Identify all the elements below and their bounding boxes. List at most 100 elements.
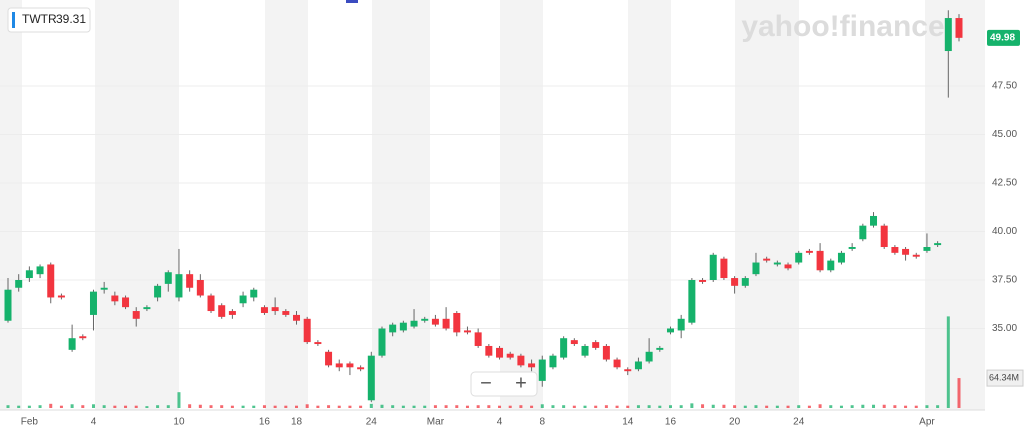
candle-body — [837, 252, 845, 263]
volume-bar — [423, 405, 427, 408]
ticker-accent — [12, 12, 15, 28]
volume-bar — [455, 405, 459, 408]
volume-bar — [124, 405, 128, 408]
zoom-out[interactable]: − — [480, 372, 492, 394]
volume-bar — [690, 403, 694, 408]
zoom-in[interactable]: + — [515, 372, 527, 394]
candle-body — [613, 359, 621, 368]
header-marker — [346, 0, 358, 3]
candle-body — [955, 18, 963, 38]
x-tick-label: 4 — [497, 417, 503, 428]
candle-body — [560, 338, 568, 358]
volume-bar — [316, 405, 320, 408]
x-tick-label: 18 — [291, 417, 303, 428]
candle-body — [154, 285, 162, 298]
candle-body — [132, 311, 140, 319]
candle-body — [496, 347, 504, 358]
candle-body — [656, 347, 664, 350]
candle-body — [773, 262, 781, 265]
candle-body — [399, 322, 407, 331]
volume-bar — [465, 405, 469, 408]
volume-bar — [893, 405, 897, 408]
candle-body — [47, 264, 55, 298]
y-tick-label: 47.50 — [992, 81, 1017, 92]
volume-bar — [17, 405, 21, 408]
candle-body — [720, 258, 728, 279]
volume-bar — [188, 404, 192, 408]
volume-bar — [530, 405, 534, 408]
week-bands — [0, 0, 985, 410]
volume-bar — [369, 403, 373, 408]
candle-body — [79, 336, 87, 339]
volume-bar — [305, 404, 309, 408]
candle-body — [57, 295, 65, 298]
volume-bar — [166, 405, 170, 408]
candle-body — [741, 278, 749, 286]
volume-bar — [401, 405, 405, 408]
volume-bar — [668, 405, 672, 408]
x-tick-label: Feb — [21, 417, 39, 428]
candle-body — [870, 215, 878, 226]
candle-body — [944, 18, 952, 52]
candle-body — [100, 287, 108, 290]
volume-bar — [252, 405, 256, 408]
volume-bar — [498, 405, 502, 408]
candle-body — [784, 264, 792, 269]
volume-bar — [818, 404, 822, 408]
volume-bar — [626, 405, 630, 408]
candle-body — [293, 314, 301, 321]
volume-bar — [348, 405, 352, 408]
volume-bar — [273, 405, 277, 408]
candle-body — [196, 279, 204, 296]
candle-body — [827, 260, 835, 271]
candle-body — [346, 363, 354, 368]
volume-bar — [829, 405, 833, 408]
candle-body — [431, 318, 439, 325]
candle-body — [186, 274, 194, 288]
candle-body — [934, 243, 942, 246]
volume-bar — [49, 403, 53, 408]
volume-bar — [658, 405, 662, 408]
volume-bar — [562, 405, 566, 408]
candle-body — [474, 332, 482, 346]
volume-bar — [946, 316, 950, 408]
volume-bar — [380, 404, 384, 408]
candle-body — [357, 367, 365, 370]
y-tick-label: 45.00 — [992, 129, 1017, 140]
volume-label: 64.34M — [989, 372, 1019, 382]
candle-body — [421, 318, 429, 321]
candle-body — [699, 279, 707, 282]
volume-bar — [754, 405, 758, 408]
last-price: 39.31 — [56, 12, 86, 26]
y-tick-label: 35.00 — [992, 323, 1017, 334]
x-tick-label: 20 — [729, 417, 741, 428]
volume-bar — [59, 405, 63, 408]
candle-body — [218, 305, 226, 317]
candle-body — [517, 355, 525, 366]
volume-bar — [647, 405, 651, 408]
candle-body — [314, 342, 322, 345]
volume-bar — [508, 405, 512, 408]
candle-body — [528, 363, 536, 368]
volume-bar — [70, 404, 74, 408]
candle-body — [36, 266, 44, 275]
volume-bar — [882, 404, 886, 408]
candle-body — [111, 295, 119, 302]
x-tick-label: 8 — [539, 417, 545, 428]
candle-body — [389, 324, 397, 333]
volume-label-box — [986, 369, 1024, 387]
candle-body — [122, 297, 130, 308]
candle-body — [282, 311, 290, 315]
candle-body — [891, 247, 899, 253]
candle-body — [453, 312, 461, 333]
candle-body — [506, 353, 514, 358]
current-price-box — [987, 29, 1020, 46]
volume-bar — [872, 404, 876, 408]
volume-bar — [679, 405, 683, 408]
volume-bar — [327, 405, 331, 408]
candle-body — [666, 328, 674, 333]
volume-bar — [102, 405, 106, 408]
x-tick-label: Mar — [427, 417, 445, 428]
volume-bar — [733, 405, 737, 408]
